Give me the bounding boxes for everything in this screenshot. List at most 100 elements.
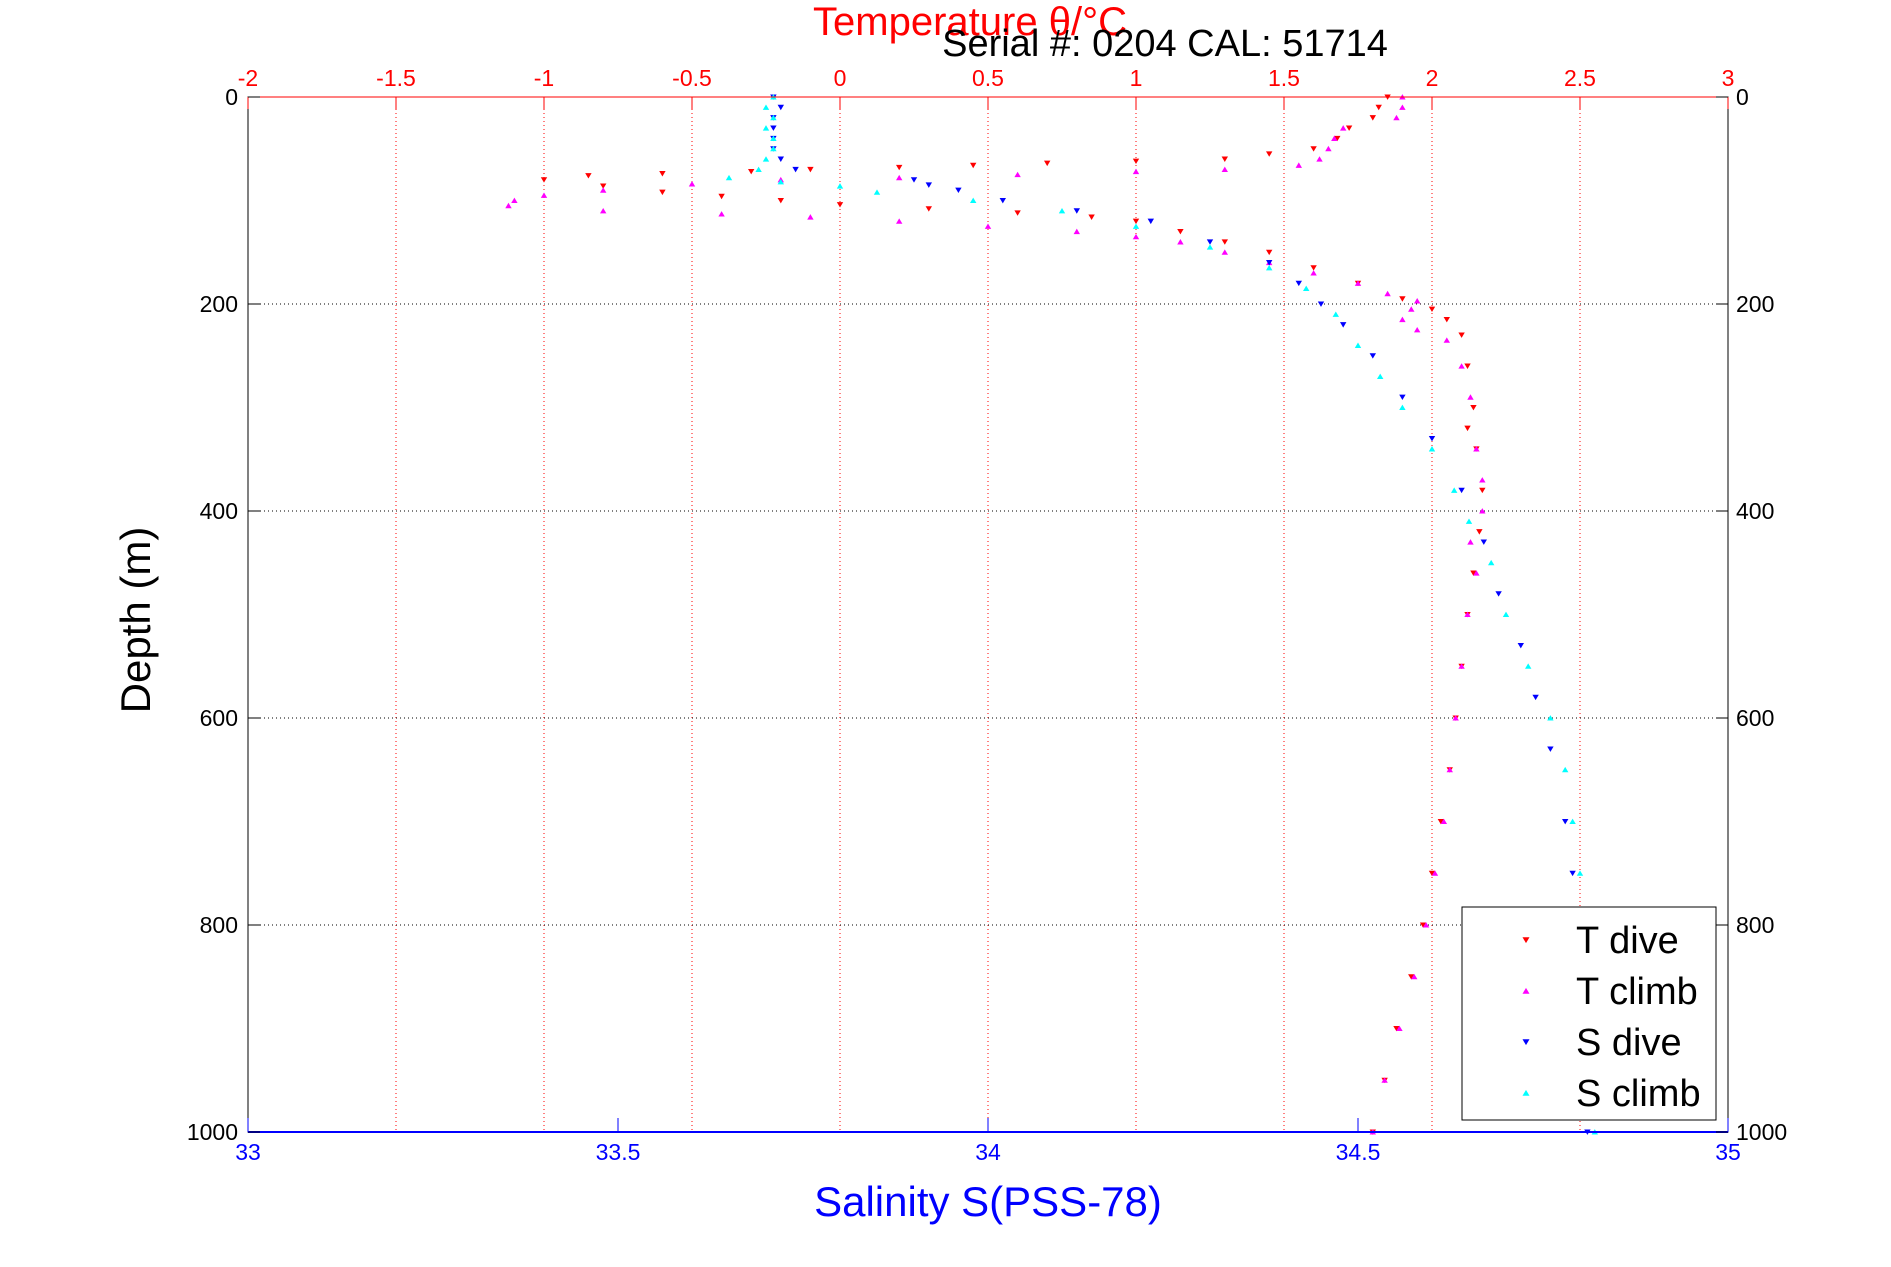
depth-tick-label-right: 0 xyxy=(1736,84,1749,110)
y-axis-label: Depth (m) xyxy=(112,527,159,714)
data-point xyxy=(1340,125,1347,131)
data-point xyxy=(1476,529,1483,535)
data-point xyxy=(1437,818,1445,825)
data-point xyxy=(1221,249,1228,255)
data-point xyxy=(1488,559,1495,566)
data-point xyxy=(1517,642,1524,649)
data-point xyxy=(1458,487,1465,494)
data-point xyxy=(1295,162,1302,168)
data-point xyxy=(777,178,784,185)
data-point xyxy=(1132,233,1140,240)
temperature-tick-label: 0 xyxy=(834,65,847,91)
depth-tick-label-right: 800 xyxy=(1736,912,1774,938)
data-point xyxy=(600,183,607,189)
data-point xyxy=(1132,168,1140,175)
data-point xyxy=(1465,518,1473,524)
data-point xyxy=(1470,570,1477,576)
data-point xyxy=(1428,435,1436,442)
data-point xyxy=(1295,280,1302,287)
data-point xyxy=(1451,487,1458,493)
data-point xyxy=(1345,125,1353,131)
depth-tick-label-left: 1000 xyxy=(187,1119,238,1145)
data-point xyxy=(718,211,725,217)
data-point xyxy=(1132,158,1140,165)
data-point xyxy=(1132,223,1140,229)
data-point xyxy=(770,125,777,131)
data-point xyxy=(1266,260,1273,266)
data-point xyxy=(1458,663,1465,669)
depth-tick-label-right: 200 xyxy=(1736,291,1774,317)
data-point xyxy=(1399,404,1406,411)
legend-marker xyxy=(1522,1039,1530,1046)
data-point xyxy=(1044,160,1051,167)
data-point xyxy=(1467,539,1474,545)
data-point xyxy=(1479,477,1486,483)
data-point xyxy=(748,168,755,175)
data-point xyxy=(896,164,903,171)
data-point xyxy=(984,223,992,229)
data-point xyxy=(1470,404,1477,411)
data-point xyxy=(1411,973,1418,980)
data-point xyxy=(1221,166,1228,173)
data-point xyxy=(955,187,962,194)
data-point xyxy=(540,192,548,198)
temperature-tick-label: -1.5 xyxy=(376,65,416,91)
data-point xyxy=(1177,239,1184,245)
data-point xyxy=(1393,1025,1400,1032)
data-point xyxy=(1419,922,1427,928)
data-point xyxy=(896,218,903,224)
data-point xyxy=(777,156,784,162)
data-point xyxy=(1532,694,1539,701)
legend: T dive T climb S dive S climb xyxy=(1461,906,1717,1121)
data-point xyxy=(1440,818,1448,825)
depth-tick-label-left: 0 xyxy=(225,84,238,110)
data-point xyxy=(1354,280,1362,286)
data-point xyxy=(1446,766,1453,773)
temperature-tick-label: -1 xyxy=(534,65,554,91)
data-point xyxy=(1480,539,1487,545)
data-point xyxy=(970,197,977,204)
data-point xyxy=(1310,270,1317,276)
data-point xyxy=(1431,870,1439,876)
data-point xyxy=(1331,135,1338,141)
data-point xyxy=(1310,265,1317,271)
legend-label: S climb xyxy=(1576,1073,1701,1115)
data-point xyxy=(600,187,607,193)
legend-box xyxy=(1461,906,1717,1121)
data-point xyxy=(1377,373,1384,380)
data-point xyxy=(1576,870,1584,876)
data-point xyxy=(770,135,777,141)
data-point xyxy=(1428,446,1436,452)
data-point xyxy=(1458,332,1465,338)
data-point xyxy=(1452,715,1459,721)
data-point xyxy=(925,182,932,188)
data-point xyxy=(1354,342,1362,348)
data-point xyxy=(1547,746,1554,752)
data-point xyxy=(1221,156,1228,162)
data-point xyxy=(1381,1077,1388,1083)
salinity-tick-label: 33.5 xyxy=(596,1139,641,1165)
series-t-dive xyxy=(540,94,1486,1135)
data-point xyxy=(770,145,777,152)
data-point xyxy=(659,171,666,177)
data-point xyxy=(1502,611,1510,618)
data-point xyxy=(1014,210,1021,216)
data-point xyxy=(762,156,770,162)
data-point xyxy=(1369,353,1376,359)
depth-tick-label-right: 600 xyxy=(1736,705,1774,731)
data-point xyxy=(1316,156,1323,162)
data-point xyxy=(1443,316,1450,323)
data-point xyxy=(1464,363,1471,369)
data-point xyxy=(1325,145,1332,152)
data-point xyxy=(770,114,777,121)
salinity-tick-label: 34 xyxy=(975,1139,1001,1165)
data-point xyxy=(1369,115,1376,121)
data-point xyxy=(1340,322,1347,328)
data-point xyxy=(1058,207,1066,214)
data-point xyxy=(1414,298,1421,304)
data-point xyxy=(1266,264,1273,271)
data-point xyxy=(1399,394,1406,401)
depth-tick-label-left: 200 xyxy=(200,291,238,317)
data-point xyxy=(1443,337,1450,343)
